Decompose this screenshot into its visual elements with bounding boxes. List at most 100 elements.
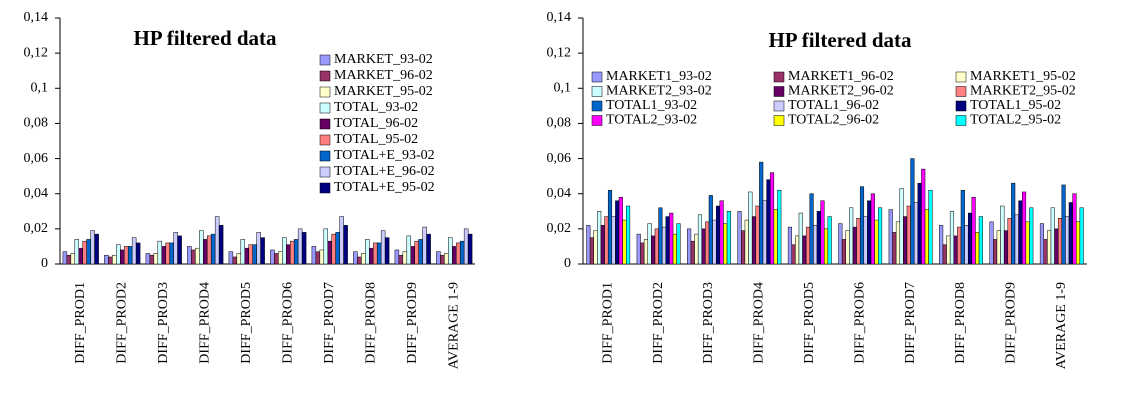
bar (145, 253, 151, 265)
bar (353, 251, 358, 265)
bar (116, 244, 121, 265)
legend-swatch (591, 100, 603, 112)
bar (874, 219, 879, 265)
x-tick-label: DIFF_PROD7 (903, 282, 918, 364)
bar (406, 235, 412, 265)
bar (1025, 221, 1030, 265)
bar (993, 239, 998, 265)
bar (841, 239, 847, 265)
bar (357, 256, 362, 265)
bar (1014, 214, 1019, 265)
legend-label: MARKET_96-02 (334, 68, 433, 83)
bar (252, 244, 257, 265)
bar (394, 249, 400, 265)
bar (414, 240, 419, 265)
bar (1079, 207, 1084, 265)
bar (112, 254, 117, 265)
legend-swatch (955, 71, 967, 83)
bar (161, 246, 166, 265)
bar (210, 233, 216, 265)
bar (153, 253, 159, 265)
bar (1057, 218, 1063, 265)
legend-swatch (955, 115, 967, 126)
bar (365, 239, 370, 265)
bar (1018, 200, 1023, 265)
x-tick-label: DIFF_PROD3 (156, 282, 171, 364)
bar (1039, 223, 1044, 265)
y-tick-label: 0,14 (24, 10, 49, 25)
legend-label: MARKET_93-02 (334, 52, 433, 67)
bar (203, 239, 208, 265)
bar (823, 228, 829, 265)
legend-label: TOTAL+E_95-02 (334, 180, 435, 195)
bar (244, 247, 249, 265)
bar (256, 232, 261, 265)
bar (199, 230, 204, 265)
bar (989, 221, 994, 265)
bar (206, 235, 212, 265)
bar (418, 239, 423, 265)
x-tick-label: DIFF_PROD6 (852, 282, 867, 364)
bar (859, 186, 865, 265)
bar (191, 249, 196, 265)
legend-swatch (773, 100, 785, 112)
bar (658, 207, 663, 265)
bar (376, 242, 382, 265)
bar (398, 254, 404, 265)
chart-title: HP filtered data (768, 28, 912, 52)
legend-label: TOTAL2_95-02 (970, 113, 1061, 128)
legend-swatch (319, 86, 331, 98)
bar (672, 233, 677, 265)
legend-swatch (773, 71, 785, 83)
bar (928, 189, 933, 265)
y-tick-label: 0,06 (24, 151, 49, 166)
bar (910, 158, 915, 265)
bar (838, 223, 843, 265)
bar (787, 226, 792, 265)
y-tick-label: 0 (564, 256, 571, 271)
bar (260, 237, 265, 265)
x-tick-label: DIFF_PROD4 (752, 282, 767, 364)
bar (694, 233, 699, 265)
bar (913, 202, 919, 265)
bar (214, 216, 220, 265)
bar (892, 232, 897, 265)
y-tick-label: 0,12 (547, 45, 572, 60)
bar (863, 216, 868, 265)
legend-swatch (319, 166, 331, 178)
bar (361, 253, 366, 265)
bar (996, 230, 1001, 265)
bar (906, 205, 911, 265)
bar (600, 225, 605, 265)
bar (195, 247, 200, 265)
legend-label: MARKET1_96-02 (788, 69, 894, 84)
bar (809, 193, 814, 265)
y-tick-label: 0,1 (31, 81, 49, 96)
bar (715, 205, 721, 265)
bar (1050, 207, 1055, 265)
bar (661, 226, 667, 265)
y-tick-label: 0,08 (547, 116, 572, 131)
bar (169, 242, 174, 265)
bar (410, 246, 415, 265)
bar (888, 209, 893, 265)
bar (297, 228, 303, 265)
bar (791, 244, 796, 265)
bar (878, 207, 883, 265)
legend-label: TOTAL_96-02 (334, 116, 418, 131)
x-tick-label: DIFF_PROD8 (363, 282, 378, 364)
bar (1065, 216, 1070, 265)
y-tick-label: 0,06 (547, 151, 572, 166)
bar (372, 242, 378, 265)
bar (719, 200, 724, 265)
y-tick-label: 0 (41, 256, 48, 271)
bar (1047, 230, 1052, 265)
legend-swatch (591, 115, 603, 126)
bar (643, 239, 649, 265)
bar (856, 218, 861, 265)
legend-label: TOTAL+E_96-02 (334, 164, 435, 179)
bar (448, 237, 453, 265)
bar (849, 207, 854, 265)
